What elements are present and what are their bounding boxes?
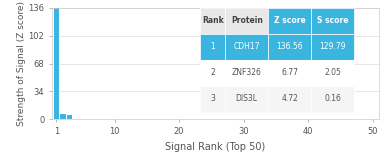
Bar [54,7,59,119]
FancyBboxPatch shape [200,86,225,112]
FancyBboxPatch shape [268,60,311,86]
FancyBboxPatch shape [200,60,225,86]
Text: 4.72: 4.72 [281,94,298,103]
Text: Z score: Z score [274,16,306,25]
FancyBboxPatch shape [311,8,354,34]
Text: 2: 2 [210,68,215,77]
FancyBboxPatch shape [200,8,225,34]
FancyBboxPatch shape [225,86,268,112]
Bar [60,114,65,119]
FancyBboxPatch shape [268,8,311,34]
Text: S score: S score [317,16,348,25]
FancyBboxPatch shape [225,8,268,34]
Text: ZNF326: ZNF326 [232,68,262,77]
Text: 2.05: 2.05 [324,68,341,77]
Text: 3: 3 [210,94,215,103]
Text: 136.56: 136.56 [276,42,303,51]
FancyBboxPatch shape [225,34,268,60]
Text: Rank: Rank [202,16,224,25]
Text: Protein: Protein [231,16,263,25]
FancyBboxPatch shape [268,34,311,60]
Text: 129.79: 129.79 [320,42,346,51]
Text: 1: 1 [210,42,215,51]
FancyBboxPatch shape [311,34,354,60]
Text: CDH17: CDH17 [233,42,260,51]
Text: DIS3L: DIS3L [236,94,258,103]
FancyBboxPatch shape [200,34,225,60]
Text: 6.77: 6.77 [281,68,298,77]
FancyBboxPatch shape [225,60,268,86]
Text: 0.16: 0.16 [324,94,341,103]
FancyBboxPatch shape [311,60,354,86]
FancyBboxPatch shape [268,86,311,112]
Bar [67,115,72,119]
Y-axis label: Strength of Signal (Z score): Strength of Signal (Z score) [17,1,25,126]
FancyBboxPatch shape [311,86,354,112]
X-axis label: Signal Rank (Top 50): Signal Rank (Top 50) [166,142,266,152]
